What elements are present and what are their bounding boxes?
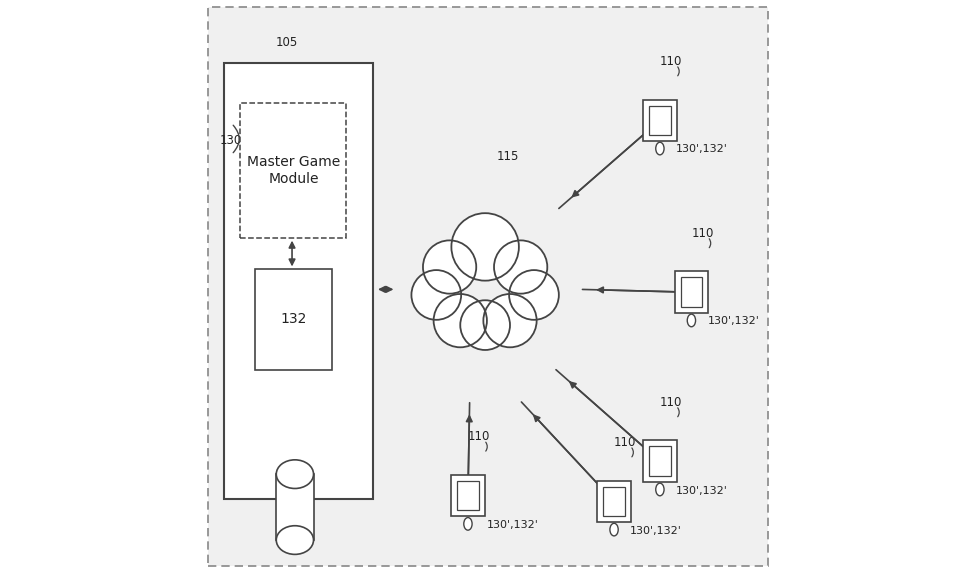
Text: 130',132': 130',132' [708, 316, 759, 326]
FancyBboxPatch shape [451, 475, 484, 516]
Text: 110: 110 [468, 430, 490, 443]
Text: 110: 110 [614, 435, 636, 449]
Circle shape [412, 270, 461, 320]
Ellipse shape [656, 142, 664, 155]
FancyBboxPatch shape [224, 63, 374, 499]
Ellipse shape [656, 483, 664, 496]
Ellipse shape [276, 460, 313, 488]
Text: 110: 110 [660, 395, 682, 409]
Circle shape [423, 240, 476, 293]
FancyBboxPatch shape [209, 7, 768, 566]
FancyBboxPatch shape [643, 100, 676, 141]
Text: 130',132': 130',132' [630, 526, 682, 536]
Ellipse shape [464, 517, 472, 530]
Text: 105: 105 [276, 36, 299, 49]
Circle shape [451, 213, 519, 281]
Text: 115: 115 [497, 150, 519, 163]
FancyBboxPatch shape [674, 272, 708, 313]
FancyBboxPatch shape [603, 486, 625, 516]
Ellipse shape [687, 314, 696, 327]
FancyBboxPatch shape [649, 105, 671, 135]
Circle shape [461, 300, 510, 350]
Circle shape [483, 294, 537, 347]
Text: Master Game
Module: Master Game Module [247, 155, 340, 186]
FancyBboxPatch shape [240, 103, 346, 238]
Text: 120: 120 [284, 538, 306, 551]
Circle shape [433, 294, 487, 347]
FancyBboxPatch shape [643, 441, 676, 482]
Ellipse shape [610, 523, 618, 536]
FancyBboxPatch shape [255, 269, 332, 370]
FancyBboxPatch shape [681, 277, 702, 307]
FancyBboxPatch shape [597, 481, 630, 522]
FancyBboxPatch shape [649, 446, 671, 476]
Text: 130',132': 130',132' [676, 486, 728, 496]
Circle shape [509, 270, 559, 320]
Text: 130',132': 130',132' [676, 144, 728, 154]
FancyBboxPatch shape [276, 474, 313, 540]
Text: 110: 110 [691, 226, 713, 240]
Circle shape [494, 240, 548, 293]
Ellipse shape [276, 526, 313, 555]
Text: 130: 130 [220, 134, 242, 147]
Text: 130',132': 130',132' [487, 520, 539, 530]
FancyBboxPatch shape [458, 481, 478, 511]
Text: 110: 110 [660, 54, 682, 68]
Text: 132: 132 [280, 312, 306, 327]
